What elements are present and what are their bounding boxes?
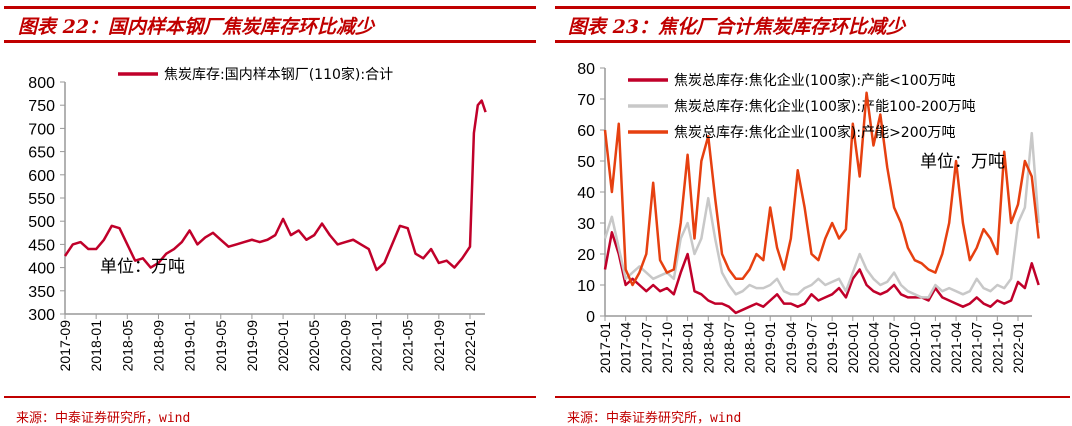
chart2-series-line-1 [603,231,1040,315]
chart1-x-tick-label: 2022-01 [462,320,478,372]
chart2-x-tick-label: 2019-01 [762,322,778,374]
chart2-legend-label-1: 焦炭总库存:焦化企业(100家):产能<100万吨 [674,72,956,89]
chart2-series-line-2 [603,131,1040,299]
chart2-x-tick-label: 2018-01 [680,322,696,374]
chart2-x-tick-label: 2017-04 [618,322,634,374]
chart1-x-tick-label: 2017-09 [57,320,73,372]
chart1-x-tick-label: 2018-01 [88,320,104,372]
chart2-x-tick-label: 2021-07 [969,322,985,374]
chart1-x-tick-label: 2021-05 [400,320,416,372]
right-chart-title: 图表 23：焦化厂合计焦炭库存环比减少 [568,16,906,38]
chart2-y-tick-label: 50 [577,154,595,171]
chart1-y-tick-label: 400 [28,261,55,278]
chart1-x-tick-label: 2018-09 [150,320,166,372]
chart2-legend-label-2: 焦炭总库存:焦化企业(100家):产能100-200万吨 [674,98,976,115]
chart1-x-tick-label: 2020-09 [337,320,353,372]
chart1-x-tick-label: 2020-05 [306,320,322,372]
chart1-series-line-1 [63,99,487,272]
chart2-x-tick-label: 2021-10 [989,322,1005,374]
chart2-x-tick-label: 2019-10 [824,322,840,374]
chart1-y-tick-label: 300 [28,307,55,324]
chart1-x-tick-label: 2019-01 [182,320,198,372]
chart2-y-tick-label: 70 [577,92,595,109]
chart2-x-tick-label: 2018-04 [700,322,716,374]
chart2-unit-annotation: 单位：万吨 [920,152,1005,172]
chart2-x-tick-label: 2021-04 [948,322,964,374]
chart1-y-tick-label: 450 [28,237,55,254]
chart1-y-tick-label: 700 [28,121,55,138]
right-title-bottom-rule [555,40,1070,43]
chart1-unit-annotation: 单位：万吨 [100,257,185,277]
chart2-x-tick-label: 2019-07 [804,322,820,374]
left-source-rule [4,396,536,398]
chart1-y-tick-label: 800 [28,75,55,92]
chart1-x-tick-label: 2021-01 [369,320,385,372]
chart2-x-tick-label: 2018-10 [742,322,758,374]
chart1-y-tick-label: 500 [28,214,55,231]
left-title-top-rule [4,6,536,9]
chart2-x-tick-label: 2017-07 [638,322,654,374]
chart1-y-tick-label: 750 [28,98,55,115]
chart2-x-tick-label: 2022-01 [1010,322,1026,374]
chart1-x-tick-label: 2020-01 [275,320,291,372]
chart1-x-tick-label: 2019-09 [244,320,260,372]
chart2-y-tick-label: 10 [577,278,595,295]
chart2-y-tick-label: 20 [577,247,595,264]
chart2-x-tick-label: 2017-01 [597,322,613,374]
chart2-y-tick-label: 40 [577,185,595,202]
chart1-x-tick-label: 2019-05 [213,320,229,372]
chart2-x-tick-label: 2020-07 [886,322,902,374]
left-source: 来源：中泰证券研究所，wind [16,411,191,426]
right-source-rule [555,396,1070,398]
left-title-bottom-rule [4,40,536,43]
chart2-y-tick-label: 0 [586,309,595,326]
chart2-legend-label-3: 焦炭总库存:焦化企业(100家):产能>200万吨 [674,124,956,141]
right-source: 来源：中泰证券研究所，wind [567,411,742,426]
chart1-y-tick-label: 350 [28,284,55,301]
chart2-series-line-3 [603,91,1040,287]
chart2-x-tick-label: 2017-10 [659,322,675,374]
right-title-top-rule [555,6,1070,9]
chart2-y-tick-label: 60 [577,123,595,140]
chart1-x-tick-label: 2018-05 [119,320,135,372]
chart2-x-tick-label: 2020-01 [845,322,861,374]
chart2-x-tick-label: 2019-04 [783,322,799,374]
chart1-y-tick-label: 600 [28,168,55,185]
chart1-y-tick-label: 550 [28,191,55,208]
chart1-legend-label-1: 焦炭库存:国内样本钢厂(110家):合计 [164,66,393,83]
chart1-y-tick-label: 650 [28,145,55,162]
left-chart-title: 图表 22：国内样本钢厂焦炭库存环比减少 [18,16,375,38]
chart2-x-tick-label: 2020-10 [907,322,923,374]
chart2-x-tick-label: 2020-04 [865,322,881,374]
chart2-x-tick-label: 2018-07 [721,322,737,374]
chart2-x-tick-label: 2021-01 [927,322,943,374]
chart2-y-tick-label: 30 [577,216,595,233]
chart2-y-tick-label: 80 [577,61,595,78]
chart1-x-tick-label: 2021-09 [431,320,447,372]
